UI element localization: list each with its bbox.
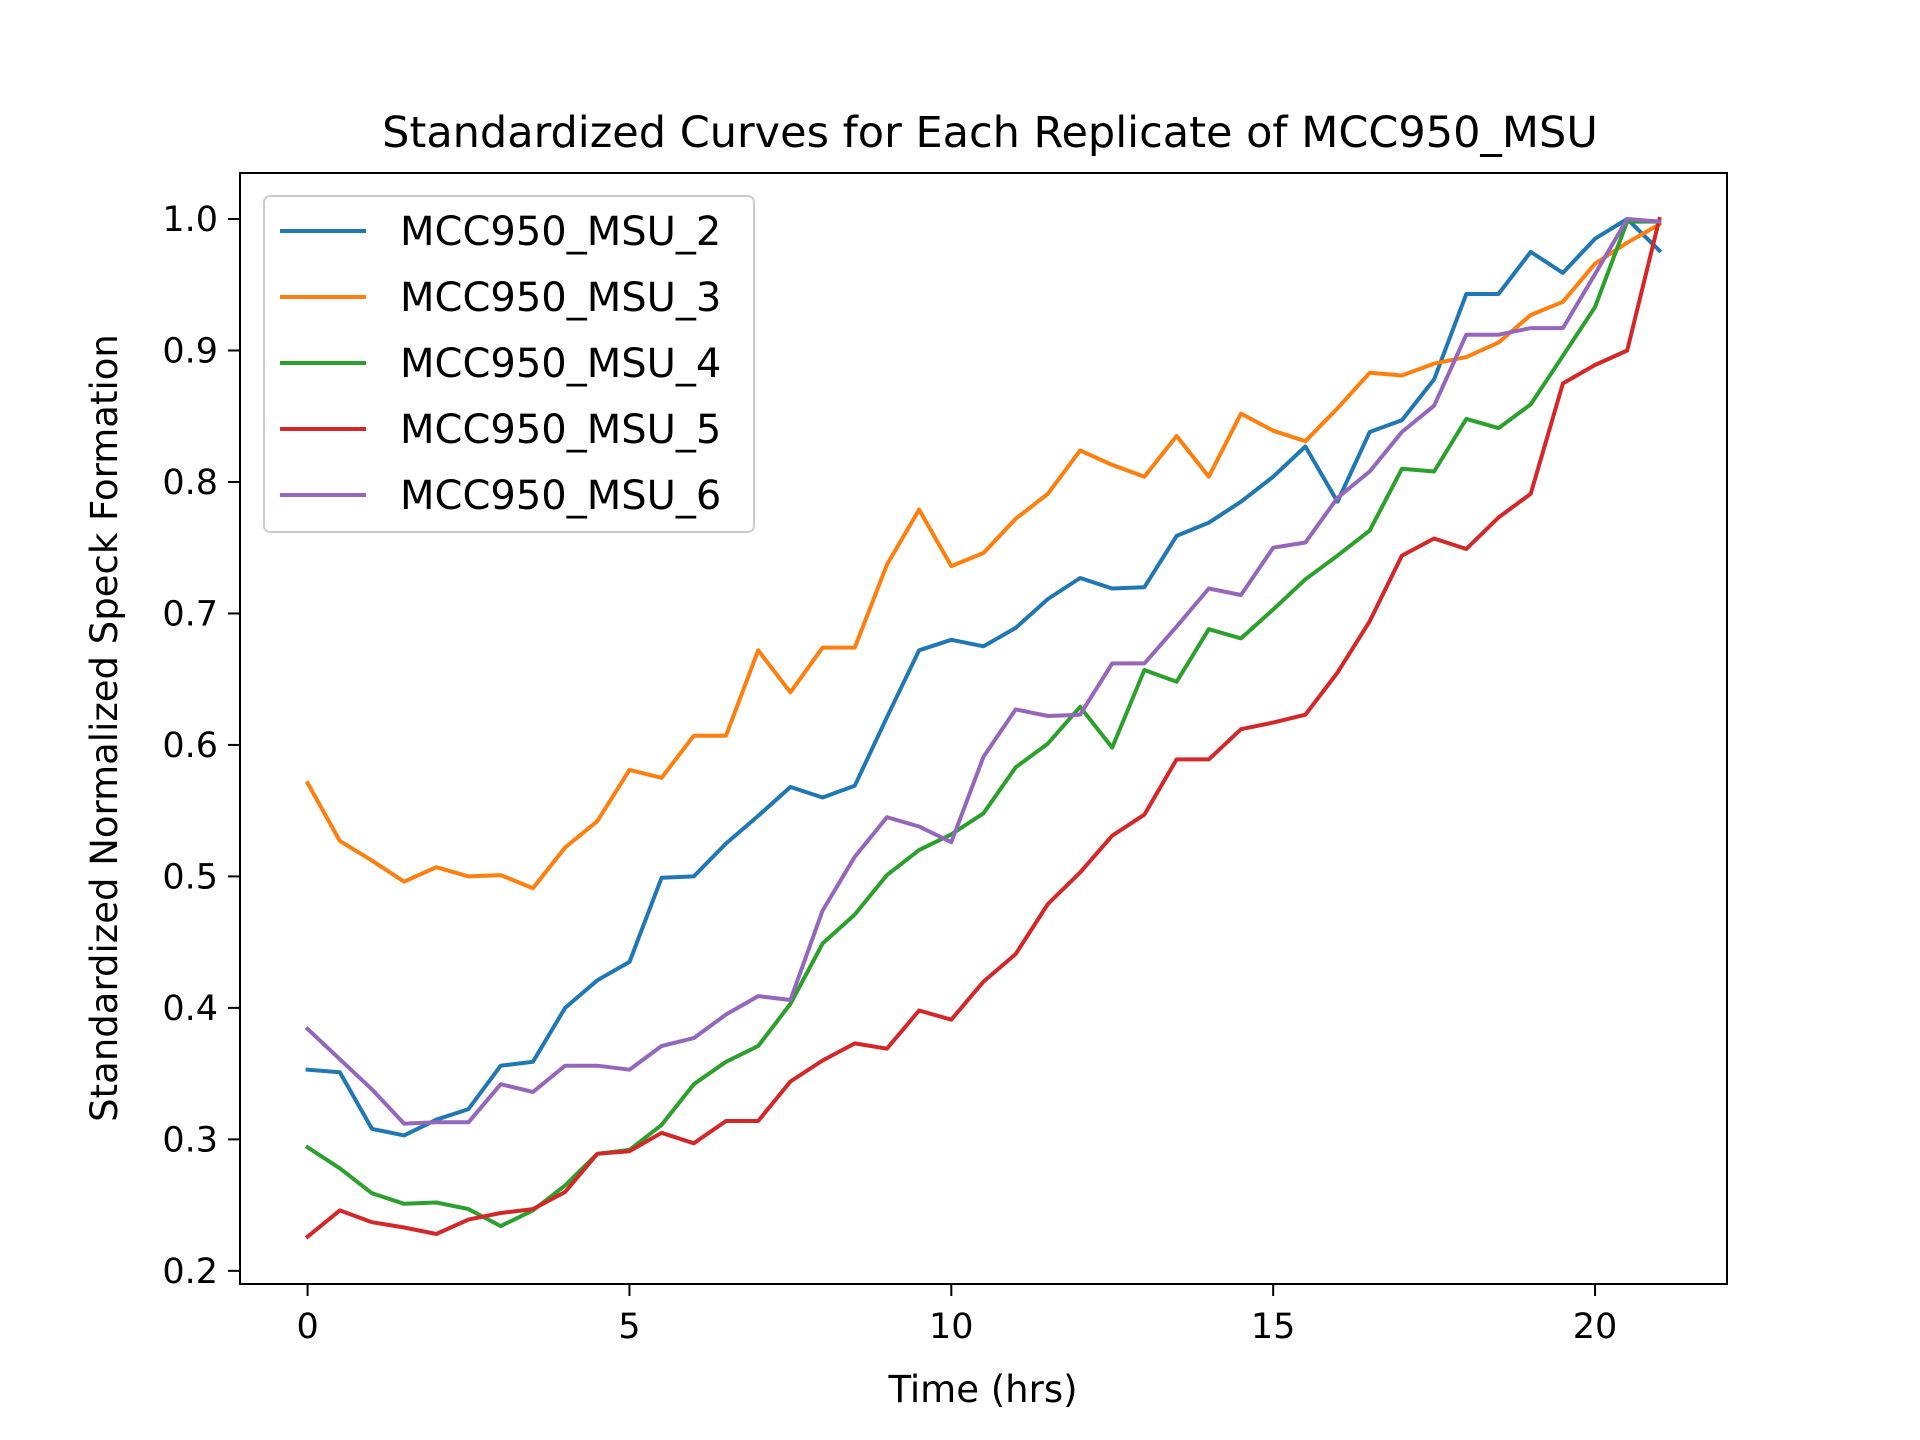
legend-box	[263, 195, 755, 533]
y-tick-label: 1.0	[162, 200, 218, 240]
y-tick-label: 0.2	[162, 1252, 218, 1292]
y-axis: 0.2 0.3 0.4 0.5 0.6 0.7 0.8 0.9 1.0	[162, 200, 240, 1292]
series-layer	[304, 216, 1663, 1240]
y-tick-label: 0.4	[162, 989, 218, 1029]
legend-label-2: MCC950_MSU_3	[400, 275, 721, 321]
legend: MCC950_MSU_2 MCC950_MSU_3 MCC950_MSU_4 MCC9…	[263, 195, 755, 533]
series-line-4	[304, 216, 1662, 1240]
x-tick-label: 15	[1251, 1307, 1296, 1347]
x-axis: 0 5 10 15 20	[296, 1284, 1617, 1347]
y-axis-label: Standardized Normalized Speck Formation	[83, 334, 126, 1122]
y-tick-label: 0.5	[162, 857, 218, 897]
x-axis-label: Time (hrs)	[887, 1368, 1077, 1411]
x-tick-label: 20	[1573, 1307, 1618, 1347]
y-tick-label: 0.6	[162, 726, 218, 766]
x-tick-label: 5	[618, 1307, 640, 1347]
chart-title: Standardized Curves for Each Replicate o…	[382, 108, 1598, 158]
series-line-2	[304, 221, 1663, 891]
x-tick-label: 0	[296, 1307, 318, 1347]
y-tick-label: 0.8	[162, 463, 218, 503]
x-tick-label: 10	[929, 1307, 974, 1347]
y-tick-label: 0.7	[162, 594, 218, 634]
series-line-1	[305, 217, 1663, 1138]
legend-label-5: MCC950_MSU_6	[400, 473, 721, 519]
plot-area-frame	[239, 172, 1728, 1285]
y-tick-label: 0.9	[162, 331, 218, 371]
series-line-5	[304, 217, 1662, 1126]
legend-label-3: MCC950_MSU_4	[400, 341, 721, 387]
y-tick-label: 0.3	[162, 1120, 218, 1160]
legend-label-4: MCC950_MSU_5	[400, 407, 721, 453]
legend-label-1: MCC950_MSU_2	[400, 209, 721, 255]
